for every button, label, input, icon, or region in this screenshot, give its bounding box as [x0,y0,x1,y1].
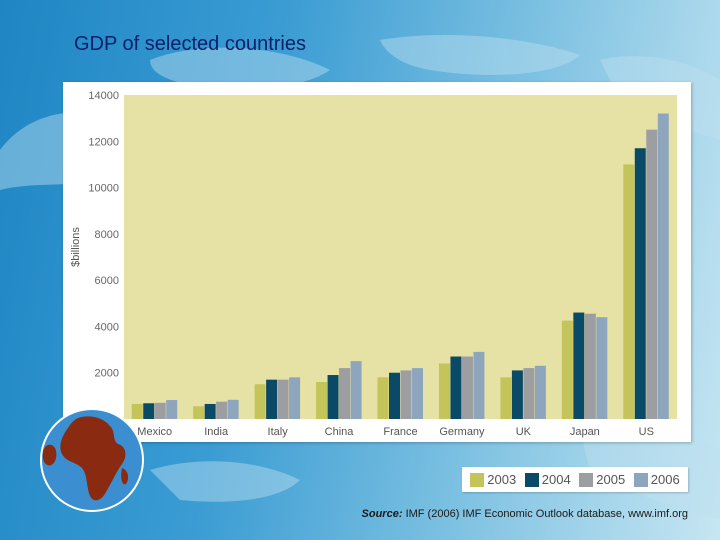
bar-india-2004 [204,403,216,419]
legend-label-2004: 2004 [541,472,571,487]
bar-germany-2005 [461,356,473,419]
legend-label-2003: 2003 [487,472,517,487]
bar-mexico-2003 [131,403,143,419]
bar-india-2003 [193,406,205,419]
globe-icon [40,408,144,512]
chart-legend: 2003 2004 2005 2006 [462,467,688,492]
bar-japan-2006 [596,317,608,419]
bar-uk-2005 [523,368,535,419]
bar-china-2003 [316,381,328,419]
source-label: Source: [361,508,403,520]
bar-japan-2003 [561,320,573,419]
y-tick-label: 14000 [88,90,119,102]
x-tick-label: Mexico [137,426,172,438]
bar-france-2006 [412,368,423,419]
bar-uk-2006 [534,365,546,419]
legend-item-2006: 2006 [633,472,680,487]
legend-swatch-2006 [633,472,648,487]
legend-label-2005: 2005 [596,472,626,487]
bar-china-2005 [339,368,351,419]
chart-panel: 2000 4000 6000 8000 10000 12000 14000 Mexico In… [63,82,691,442]
x-tick-label: UK [516,426,532,438]
y-tick-label: 12000 [88,136,119,148]
bar-italy-2005 [277,379,289,419]
x-tick-label: France [383,426,417,438]
x-tick-label: China [325,426,355,438]
slide-title: GDP of selected countries [74,33,306,55]
legend-item-2005: 2005 [579,472,625,487]
legend-item-2004: 2004 [524,472,571,487]
bar-india-2006 [227,399,239,419]
bar-mexico-2006 [166,400,178,419]
y-axis-label: $billions [70,227,82,267]
bar-us-2004 [634,148,646,419]
legend-label-2006: 2006 [650,472,680,487]
bar-us-2005 [646,129,658,419]
bar-us-2006 [657,113,669,419]
y-tick-label: 10000 [88,183,119,195]
bar-italy-2006 [289,377,301,419]
x-tick-label: India [204,426,229,438]
bar-us-2003 [623,164,635,419]
bar-france-2005 [400,370,412,419]
legend-item-2003: 2003 [470,472,516,487]
y-tick-label: 6000 [95,275,119,287]
bar-uk-2004 [511,370,523,419]
bar-japan-2004 [573,312,585,419]
x-tick-label: US [639,426,654,438]
y-tick-label: 8000 [95,229,119,241]
y-tick-label: 4000 [95,321,119,333]
legend-swatch-2004 [524,472,539,487]
bar-italy-2003 [254,384,266,419]
bar-india-2005 [216,401,228,419]
bar-italy-2004 [266,379,278,419]
bar-china-2004 [327,375,339,419]
legend-swatch-2003 [470,472,485,487]
bar-uk-2003 [500,377,512,419]
bar-france-2003 [377,377,389,419]
source-note: Source: IMF (2006) IMF Economic Outlook … [362,508,688,520]
y-tick-label: 2000 [95,368,119,380]
bar-germany-2003 [438,363,450,419]
x-tick-label: Germany [439,426,485,438]
source-text: IMF (2006) IMF Economic Outlook database… [405,508,688,520]
bar-japan-2005 [584,313,596,419]
bar-mexico-2005 [154,402,166,419]
x-tick-label: Italy [268,426,289,438]
bar-mexico-2004 [143,403,155,419]
legend-swatch-2005 [579,472,594,487]
bar-france-2004 [389,372,400,419]
bar-china-2006 [350,361,362,419]
bar-germany-2004 [450,356,462,419]
gdp-bar-chart: 2000 4000 6000 8000 10000 12000 14000 Mexico In… [70,90,677,438]
bar-germany-2006 [473,351,485,419]
x-tick-label: Japan [570,426,600,438]
